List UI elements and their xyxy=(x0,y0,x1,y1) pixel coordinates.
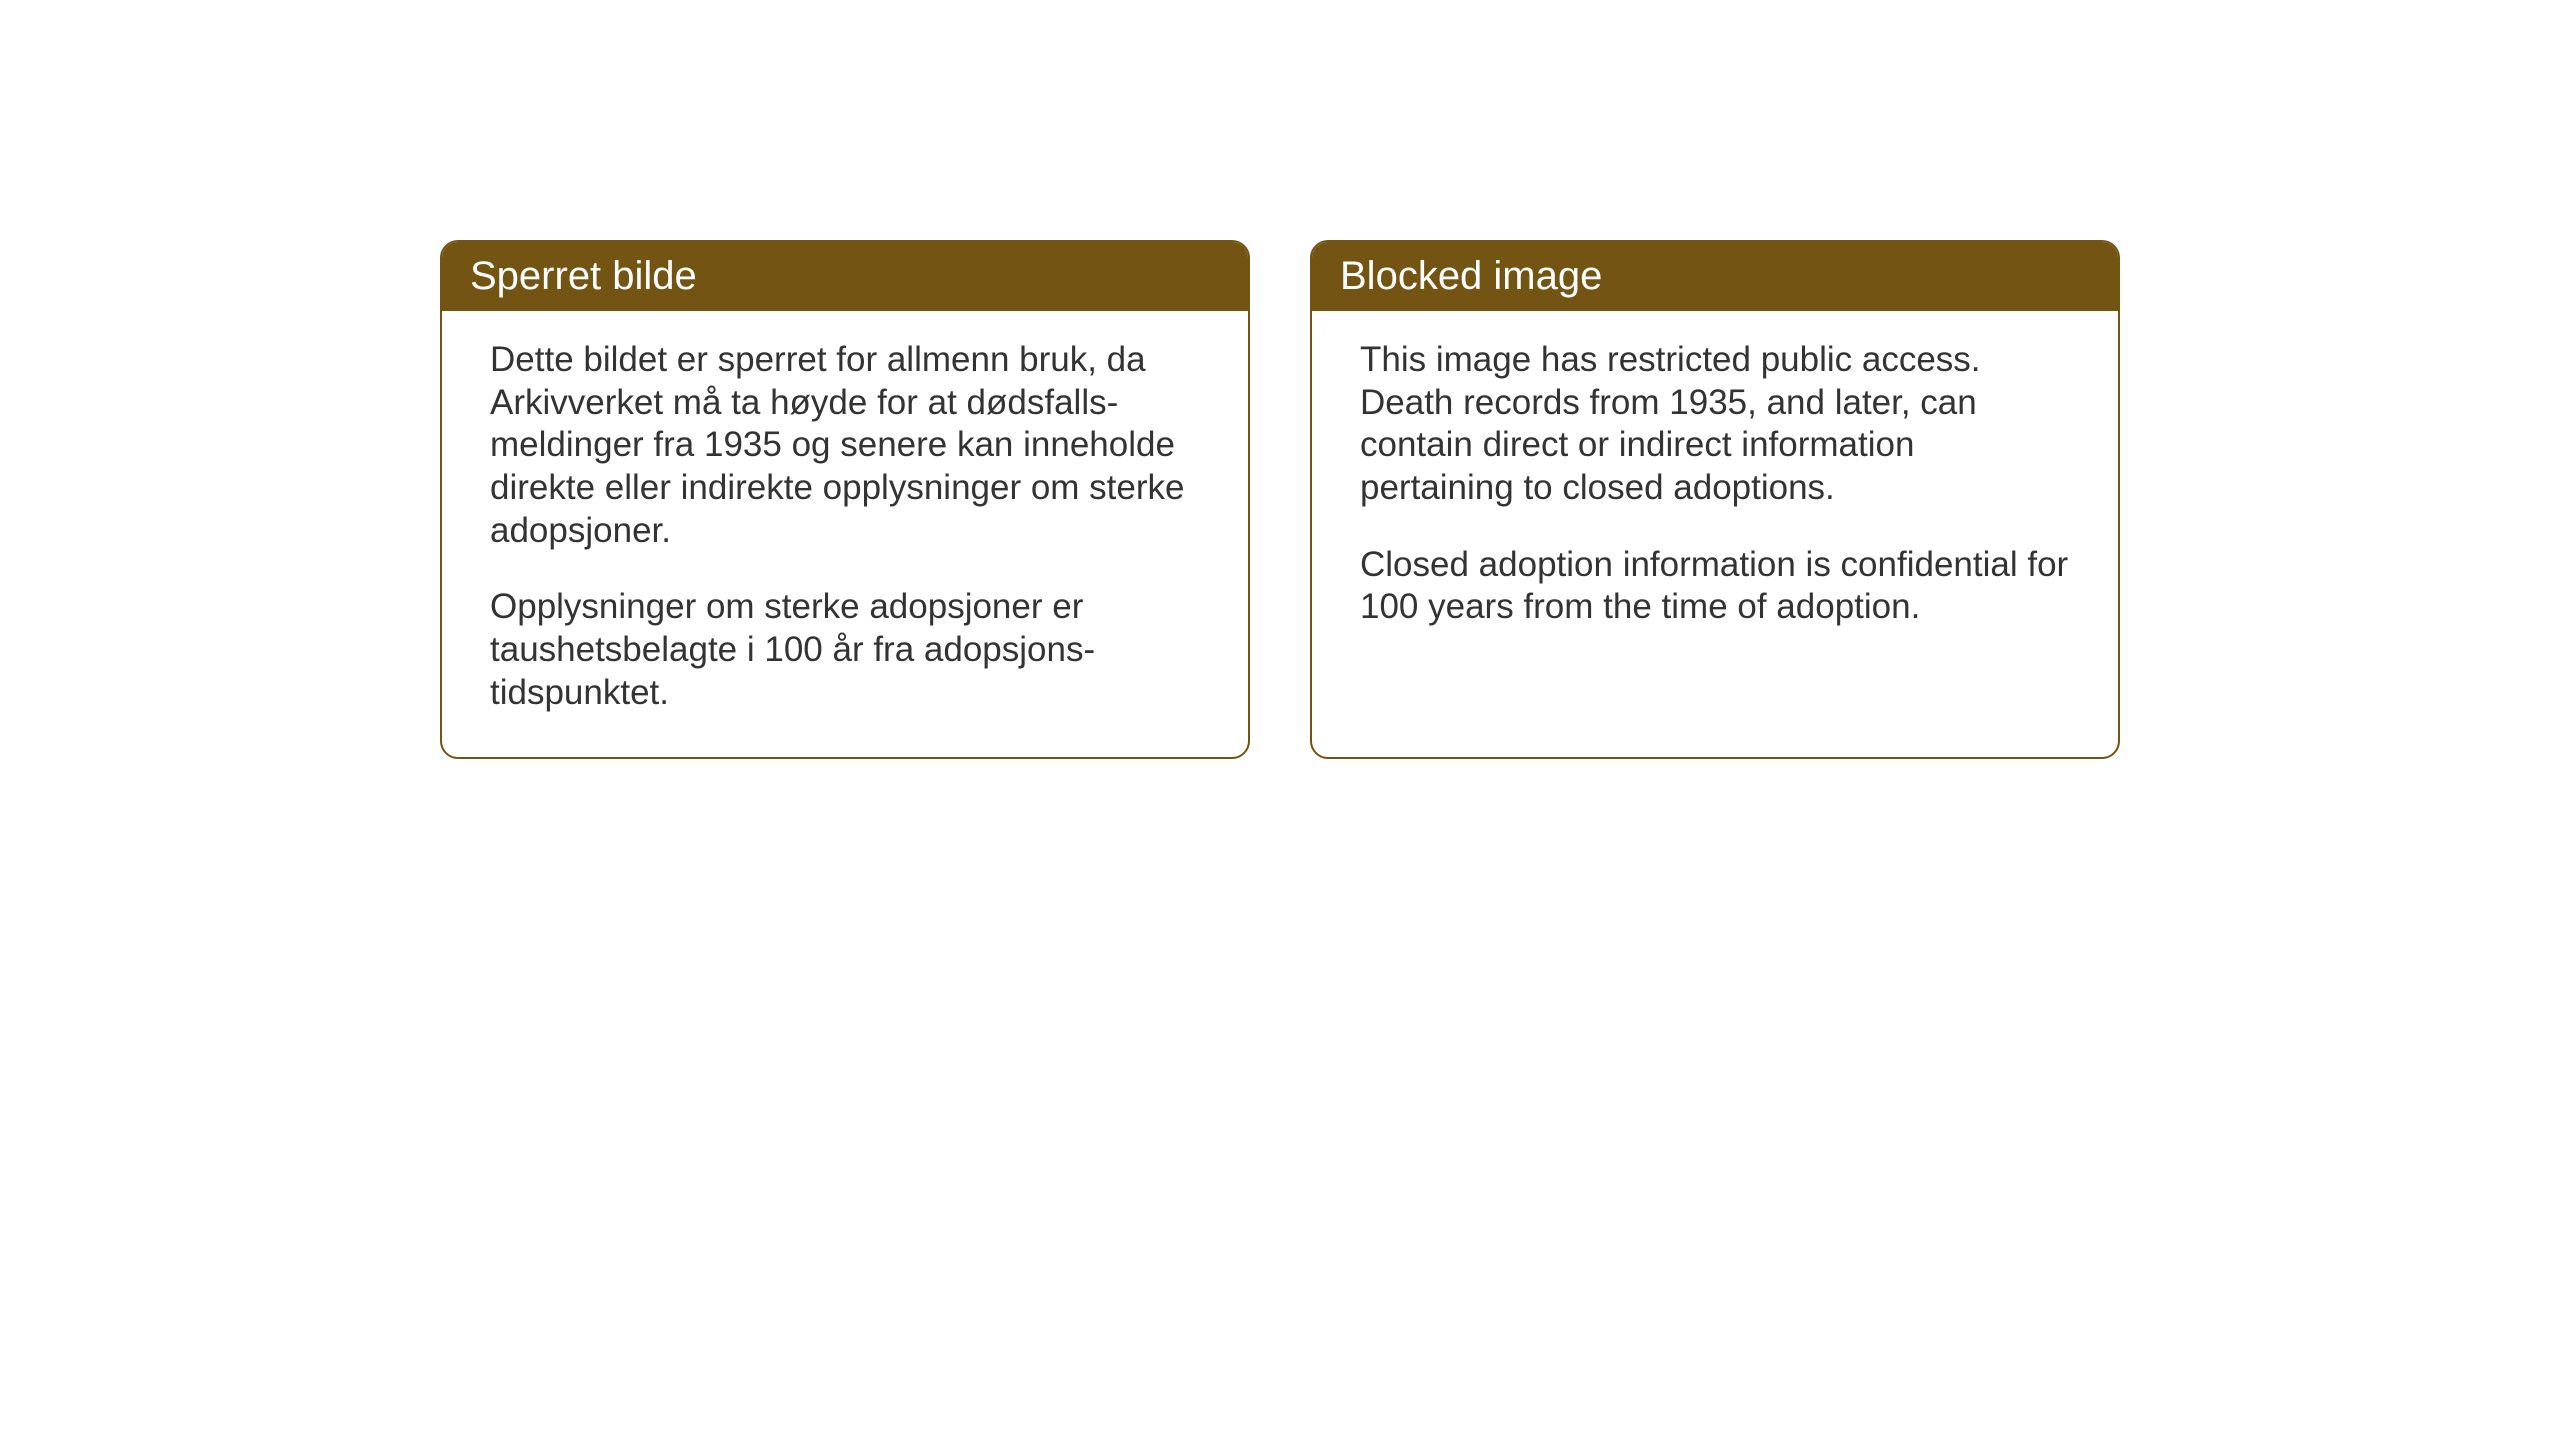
card-title: Sperret bilde xyxy=(470,254,697,298)
card-title: Blocked image xyxy=(1340,254,1602,298)
card-header-norwegian: Sperret bilde xyxy=(442,242,1248,311)
card-body-english: This image has restricted public access.… xyxy=(1312,311,2118,671)
card-header-english: Blocked image xyxy=(1312,242,2118,311)
notice-card-norwegian: Sperret bilde Dette bildet er sperret fo… xyxy=(440,240,1250,759)
card-paragraph: Closed adoption information is confident… xyxy=(1360,544,2070,629)
card-paragraph: This image has restricted public access.… xyxy=(1360,339,2070,510)
card-body-norwegian: Dette bildet er sperret for allmenn bruk… xyxy=(442,311,1248,757)
notice-container: Sperret bilde Dette bildet er sperret fo… xyxy=(440,240,2120,759)
card-paragraph: Dette bildet er sperret for allmenn bruk… xyxy=(490,339,1200,552)
notice-card-english: Blocked image This image has restricted … xyxy=(1310,240,2120,759)
card-paragraph: Opplysninger om sterke adopsjoner er tau… xyxy=(490,586,1200,714)
